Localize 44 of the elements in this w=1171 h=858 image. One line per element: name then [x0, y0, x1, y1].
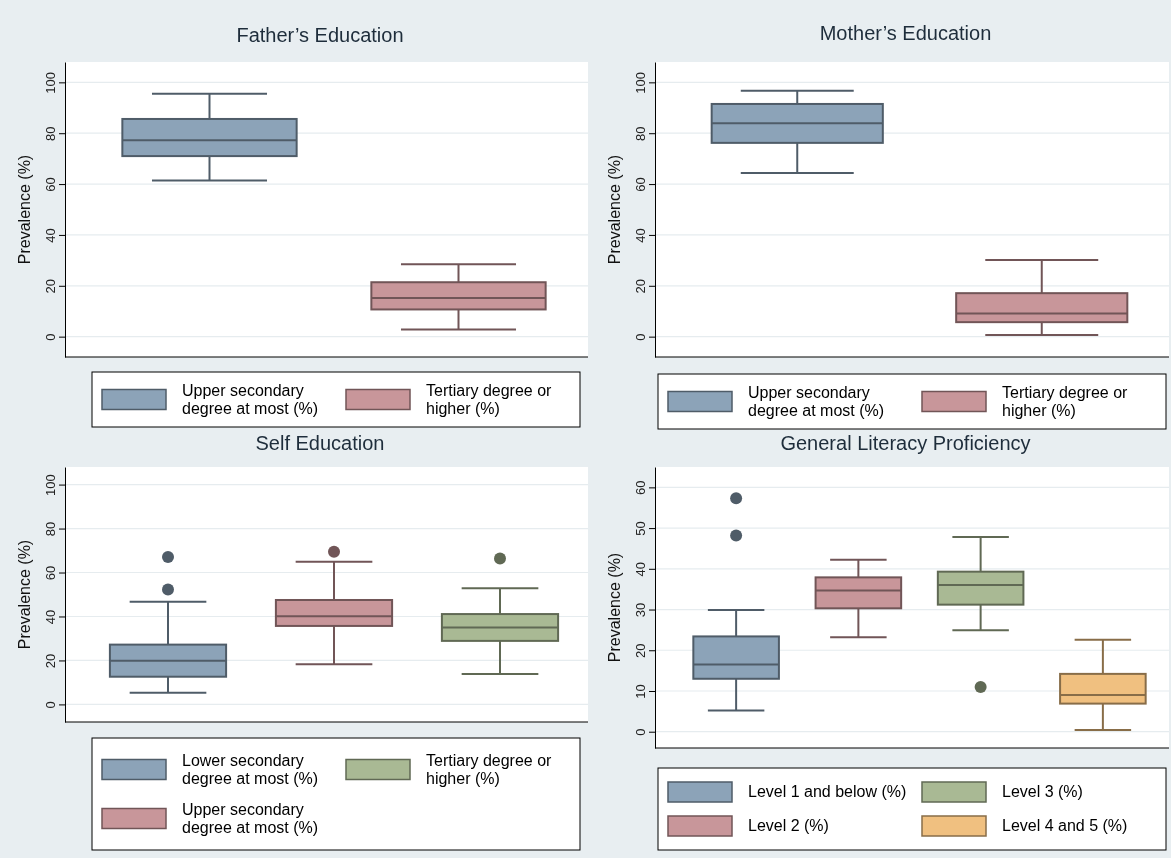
- legend-label: Tertiary degree or higher (%): [426, 751, 553, 787]
- legend-label: Level 4 and 5 (%): [1002, 817, 1128, 834]
- y-axis-title: Prevalence (%): [16, 539, 33, 650]
- chart-title: Self Education: [255, 432, 385, 454]
- legend-label: Upper secondary degree at most (%): [182, 800, 319, 836]
- y-tick-label: 80: [633, 126, 648, 141]
- y-tick-label: 100: [633, 71, 648, 94]
- y-tick-label: 80: [43, 521, 58, 537]
- y-tick-label: 20: [43, 653, 58, 669]
- y-tick-label: 0: [43, 333, 58, 341]
- y-tick-label: 60: [43, 177, 58, 192]
- y-tick-label: 0: [633, 333, 648, 341]
- y-tick-label: 0: [43, 701, 58, 709]
- legend-label: Level 2 (%): [748, 817, 829, 834]
- y-axis-title: Prevalence (%): [606, 552, 623, 663]
- y-tick-label: 20: [633, 643, 648, 658]
- y-tick-label: 0: [633, 728, 648, 736]
- y-tick-label: 30: [633, 602, 648, 618]
- y-tick-label: 60: [43, 565, 58, 581]
- y-tick-label: 40: [633, 562, 648, 577]
- y-tick-label: 60: [633, 177, 648, 192]
- y-tick-label: 50: [633, 521, 648, 536]
- legend-label: Level 1 and below (%): [748, 783, 907, 800]
- y-tick-label: 100: [43, 71, 58, 94]
- y-tick-label: 40: [43, 228, 58, 243]
- y-tick-label: 20: [43, 279, 58, 294]
- y-axis-title: Prevalence (%): [16, 154, 33, 265]
- legend-label: Upper secondary degree at most (%): [748, 383, 885, 419]
- y-tick-label: 80: [43, 126, 58, 141]
- legend-label: Tertiary degree or higher (%): [426, 381, 553, 417]
- y-tick-label: 40: [633, 228, 648, 243]
- y-tick-label: 40: [43, 609, 58, 625]
- chart-title: Father’s Education: [236, 24, 404, 46]
- chart-title: General Literacy Proficiency: [780, 432, 1031, 454]
- chart-title: Mother’s Education: [819, 22, 992, 44]
- legend-label: Level 3 (%): [1002, 783, 1083, 800]
- y-tick-label: 60: [633, 480, 648, 496]
- legend-label: Lower secondary degree at most (%): [182, 751, 319, 787]
- y-tick-label: 10: [633, 684, 648, 699]
- legend-label: Tertiary degree or higher (%): [1002, 383, 1129, 419]
- y-axis-title: Prevalence (%): [606, 154, 623, 265]
- legend-label: Upper secondary degree at most (%): [182, 381, 319, 417]
- y-tick-label: 20: [633, 279, 648, 294]
- y-tick-label: 100: [43, 474, 58, 496]
